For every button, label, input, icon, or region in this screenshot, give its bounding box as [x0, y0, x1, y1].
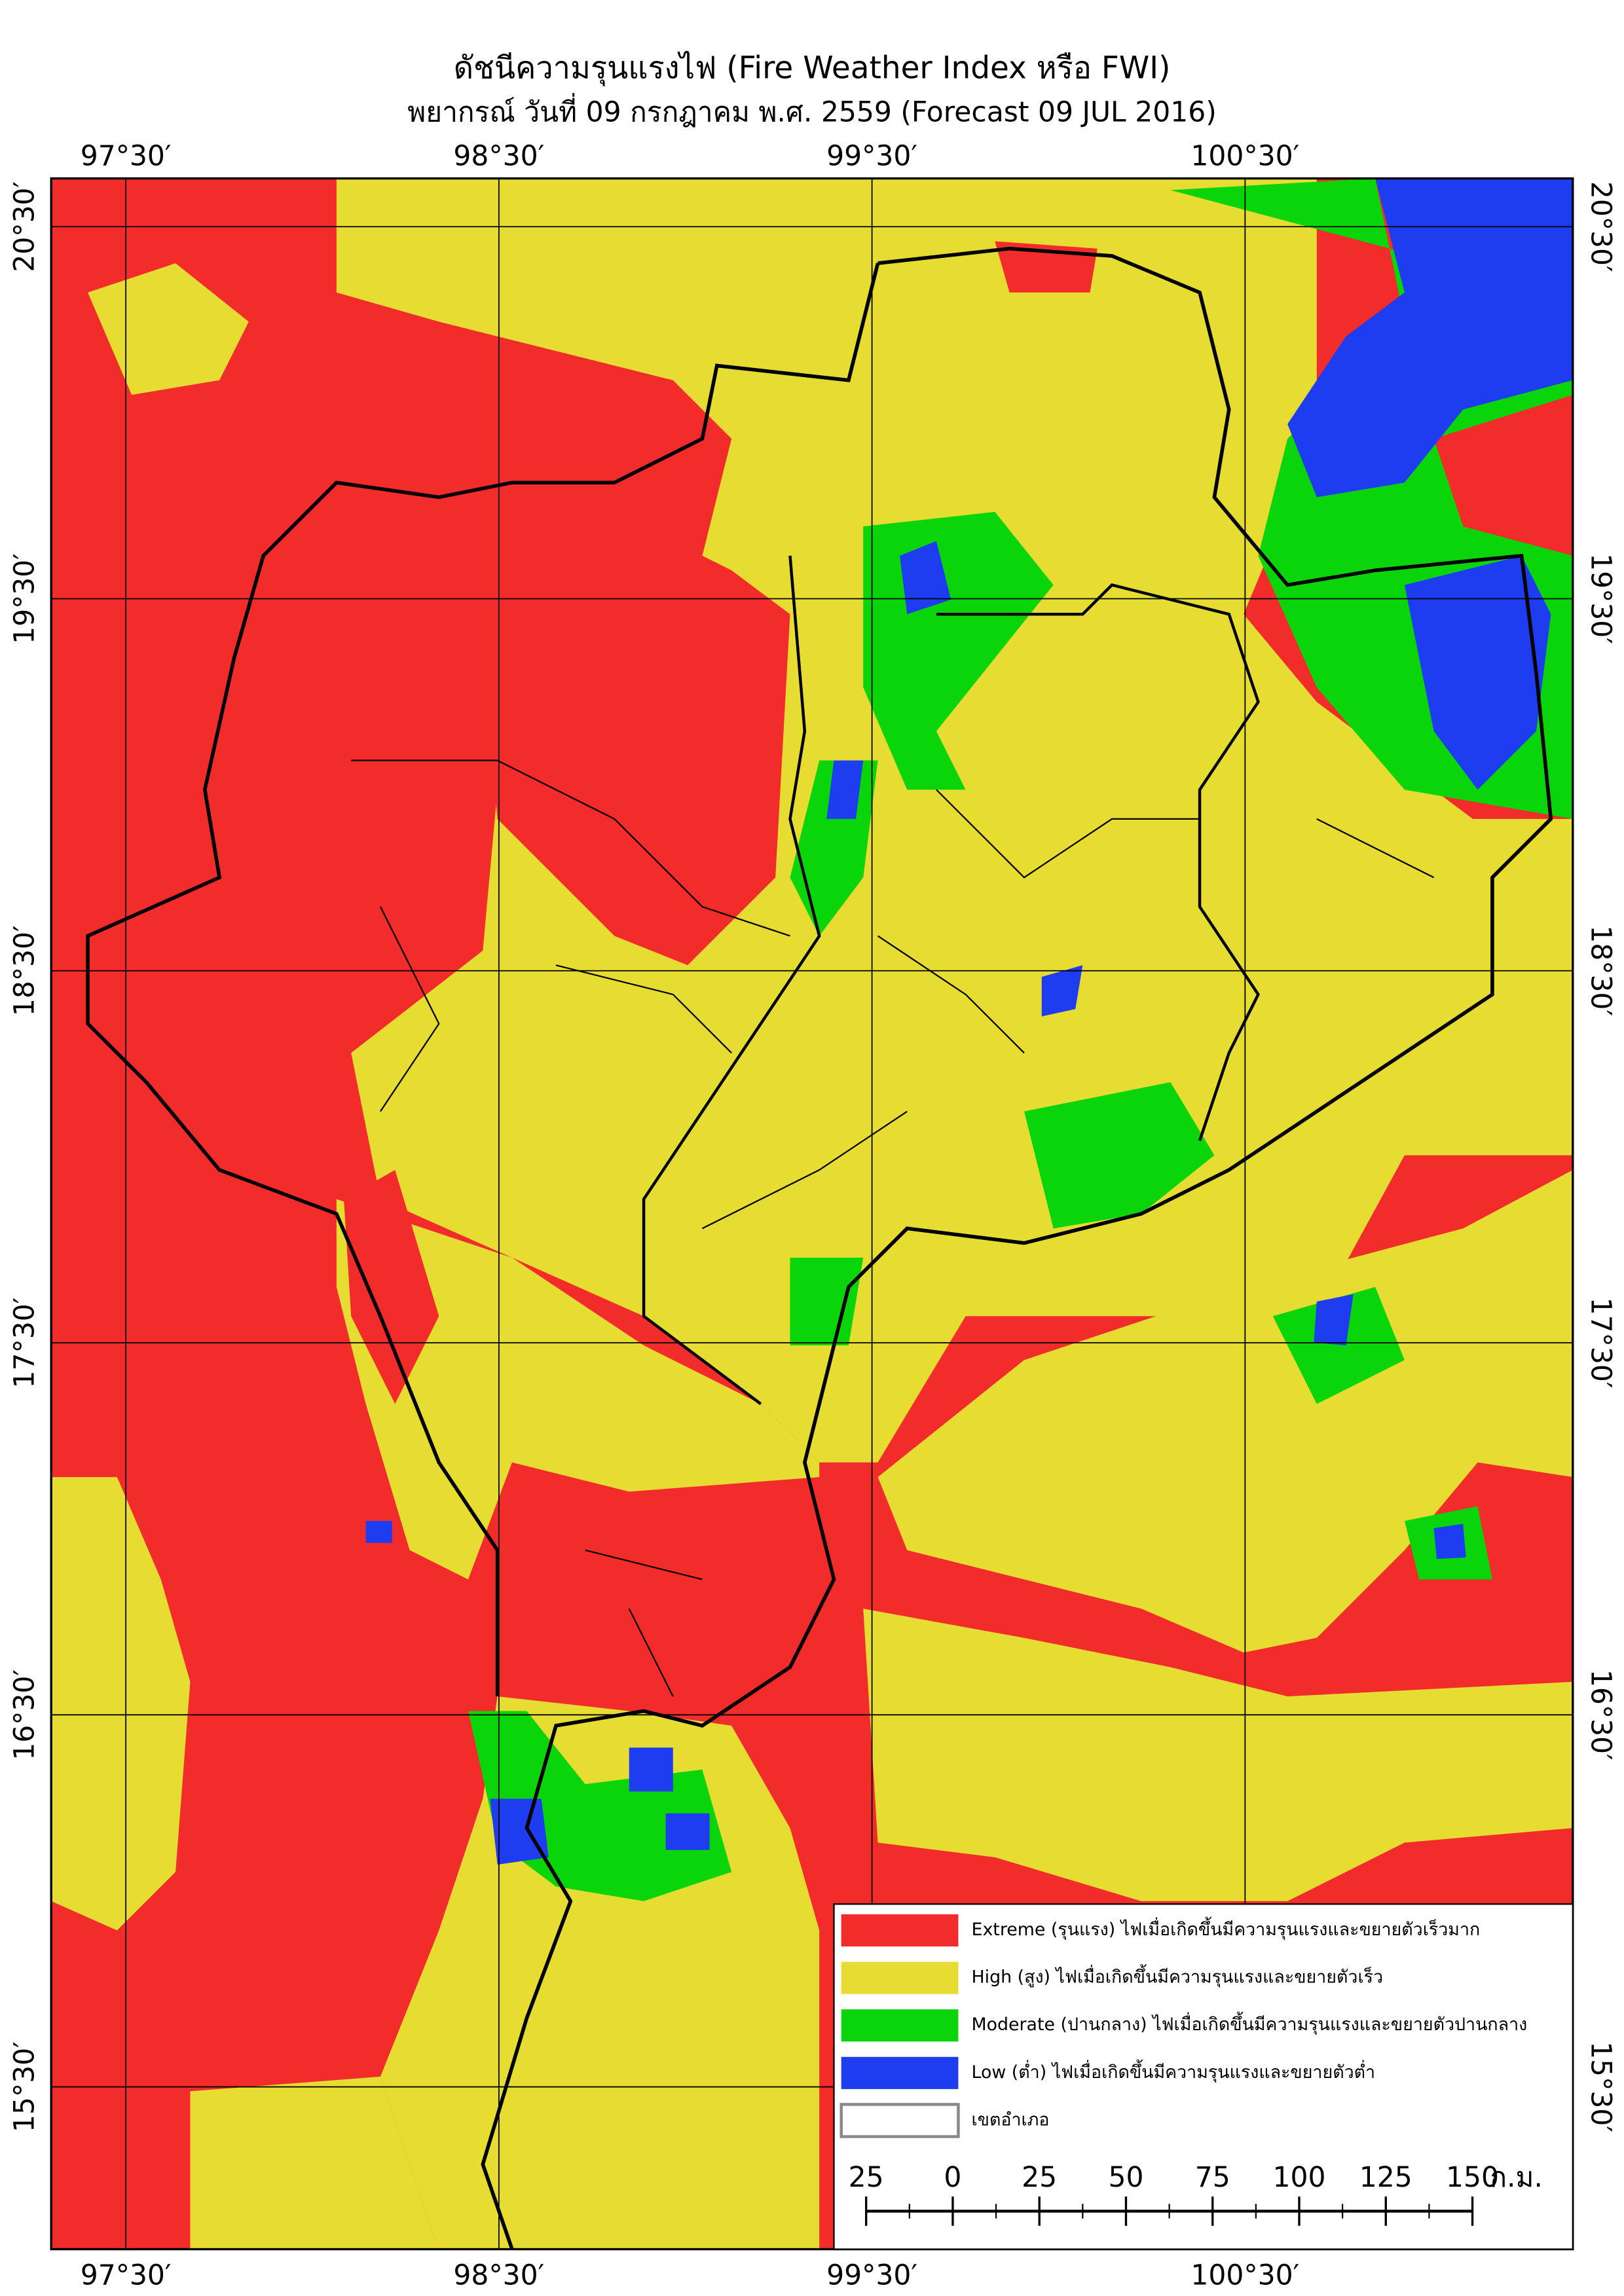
low-areas [365, 178, 1573, 1865]
low-area [1404, 555, 1551, 790]
scale-label: 25 [849, 2162, 884, 2194]
low-area [629, 1747, 673, 1792]
latitude-label-right: 19°30′ [1585, 553, 1617, 644]
map-title: ดัชนีความรุนแรงไฟ (Fire Weather Index หร… [454, 50, 1171, 87]
low-area [900, 541, 951, 615]
latitude-label-left: 17°30′ [9, 1298, 41, 1389]
high-area [190, 2076, 439, 2250]
region-boundary [481, 246, 1553, 2250]
district-boundary [351, 759, 1200, 1112]
longitude-label-top: 97°30′ [81, 141, 172, 173]
extreme-patch [344, 1170, 439, 1404]
high-area [336, 1199, 820, 1580]
low-area [1314, 1294, 1354, 1346]
fwi-raster [51, 178, 1573, 2250]
scale-label: 25 [1022, 2162, 1057, 2194]
low-area [1287, 178, 1573, 498]
legend-label: Moderate (ปานกลาง) ไฟเมื่อเกิดขึ้นมีความ… [972, 2012, 1528, 2035]
legend-swatch [841, 2056, 959, 2089]
latitude-label-left: 20°30′ [9, 181, 41, 272]
latitude-label-left: 19°30′ [9, 553, 41, 644]
legend-swatch [840, 2103, 960, 2138]
province-boundary [936, 583, 1261, 1142]
low-area [365, 1521, 392, 1543]
scale-label: 75 [1195, 2162, 1230, 2194]
latitude-label-right: 20°30′ [1585, 181, 1617, 272]
map-frame [50, 177, 1574, 2251]
region-boundary [86, 263, 880, 1697]
extreme-patch [483, 483, 790, 966]
latitude-label-right: 18°30′ [1585, 925, 1617, 1016]
low-area [665, 1813, 710, 1850]
latitude-label-right: 17°30′ [1585, 1298, 1617, 1389]
scale-unit: ก.ม. [1490, 2162, 1543, 2194]
scale-label: 0 [944, 2162, 961, 2194]
legend: Extreme (รุนแรง) ไฟเมื่อเกิดขึ้นมีความรุ… [833, 1903, 1574, 2250]
latitude-label-left: 16°30′ [9, 1669, 41, 1760]
latitude-label-right: 16°30′ [1585, 1669, 1617, 1760]
extreme-patches [344, 241, 1098, 1711]
high-area [336, 178, 1573, 1463]
legend-label: High (สูง) ไฟเมื่อเกิดขึ้นมีความรุนแรงแล… [972, 1965, 1384, 1988]
longitude-label-bottom: 100°30′ [1190, 2259, 1299, 2291]
legend-label: Low (ต่ำ) ไฟเมื่อเกิดขึ้นมีความรุนแรงและ… [972, 2060, 1376, 2083]
low-area [490, 1798, 549, 1865]
low-area [826, 760, 864, 819]
high-area [51, 1477, 191, 1931]
high-area [88, 263, 249, 395]
extreme-patch [497, 1535, 790, 1711]
longitude-label-top: 100°30′ [1190, 141, 1299, 173]
high-area [863, 1609, 1573, 1901]
moderate-area [1272, 1286, 1405, 1404]
latitude-label-right: 15°30′ [1585, 2041, 1617, 2132]
latitude-label-left: 15°30′ [9, 2041, 41, 2132]
legend-swatch [841, 1914, 959, 1947]
legend-swatch [841, 1961, 959, 1994]
high-area [877, 1170, 1573, 1653]
district-boundary [555, 818, 1435, 1697]
latitude-label-left: 18°30′ [9, 925, 41, 1016]
boundaries [86, 246, 1553, 2250]
scale-label: 100 [1272, 2162, 1325, 2194]
longitude-label-top: 98°30′ [453, 141, 544, 173]
longitude-label-bottom: 98°30′ [453, 2259, 544, 2291]
longitude-label-top: 99°30′ [826, 141, 917, 173]
legend-label: เขตอำเภอ [972, 2109, 1050, 2130]
longitude-label-bottom: 97°30′ [81, 2259, 172, 2291]
legend-swatch [841, 2009, 959, 2042]
low-area [1433, 1523, 1466, 1559]
scale-label: 125 [1359, 2162, 1412, 2194]
legend-label: Extreme (รุนแรง) ไฟเมื่อเกิดขึ้นมีความรุ… [972, 1917, 1481, 1940]
high-areas [51, 178, 1573, 2250]
longitude-label-bottom: 99°30′ [826, 2259, 917, 2291]
province-boundary [642, 555, 821, 1406]
map-subtitle: พยากรณ์ วันที่ 09 กรกฎาคม พ.ศ. 2559 (For… [407, 93, 1217, 129]
low-area [1041, 965, 1083, 1017]
legend-items: Extreme (รุนแรง) ไฟเมื่อเกิดขึ้นมีความรุ… [840, 1914, 1528, 2138]
scale-label: 50 [1108, 2162, 1143, 2194]
high-area [1390, 818, 1573, 1024]
moderate-area [1024, 1082, 1215, 1229]
moderate-area [790, 1258, 864, 1346]
scale-label: 150 [1446, 2162, 1499, 2194]
